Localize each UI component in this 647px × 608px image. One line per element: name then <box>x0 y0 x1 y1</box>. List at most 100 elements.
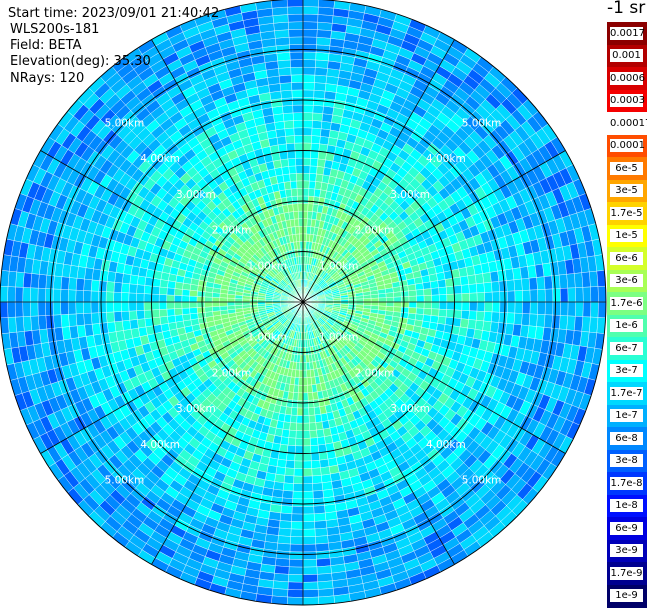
radar-gate <box>235 302 243 306</box>
radar-gate <box>167 295 175 302</box>
radar-gate <box>129 311 137 320</box>
radar-gate <box>291 67 303 75</box>
colorbar-swatch: 3e-7 <box>607 360 647 383</box>
radar-gate <box>424 289 432 296</box>
radar-gate <box>38 274 47 288</box>
radar-gate <box>364 298 372 302</box>
radar-gate <box>136 293 144 302</box>
radar-gate <box>286 136 295 144</box>
radar-gate <box>296 423 303 431</box>
radar-gate <box>401 296 409 302</box>
radar-gate <box>167 281 175 289</box>
radar-gate <box>424 295 432 302</box>
colorbar-label: 3e-8 <box>610 454 643 467</box>
colorbar-swatch: 3e-5 <box>607 180 647 203</box>
radar-gate <box>477 302 485 312</box>
radar-gate <box>30 302 38 316</box>
radar-gate <box>114 292 122 302</box>
radar-gate <box>174 295 182 302</box>
radar-gate <box>273 160 282 169</box>
radar-gate <box>296 431 303 439</box>
radar-gate <box>182 289 190 296</box>
radar-gate <box>91 291 99 302</box>
radar-gate <box>394 297 402 302</box>
radar-gate <box>560 302 568 316</box>
radar-gate <box>303 143 311 151</box>
radar-gate <box>314 90 325 98</box>
radar-gate <box>303 166 310 174</box>
radar-gate <box>299 363 303 371</box>
colorbar-swatch: 3e-8 <box>607 450 647 473</box>
radar-gate <box>490 322 499 333</box>
radar-gate <box>575 302 583 317</box>
colorbar-swatch: 0.0017 <box>607 22 647 45</box>
radar-gate <box>303 385 308 393</box>
radar-gate <box>431 288 439 296</box>
colorbar-swatch: 6e-9 <box>607 517 647 540</box>
radar-gate <box>311 136 320 144</box>
radar-gate <box>316 45 330 54</box>
radar-gate <box>45 289 53 302</box>
radar-gate <box>197 296 205 302</box>
colorbar-label: 1.7e-9 <box>610 567 643 580</box>
radar-gate <box>303 431 310 439</box>
radar-gate <box>416 296 424 302</box>
radar-gate <box>321 474 331 483</box>
radar-gate <box>98 291 106 302</box>
radar-gate <box>129 302 137 311</box>
radar-gate <box>272 106 283 115</box>
radar-gate <box>315 528 328 536</box>
radar-gate <box>282 490 293 498</box>
radar-gate <box>107 271 116 282</box>
radar-gate <box>227 298 235 302</box>
radar-gate <box>242 305 250 309</box>
radar-gate <box>276 467 286 476</box>
radar-gate <box>295 438 303 446</box>
radar-gate <box>290 181 297 189</box>
radar-gate <box>278 68 291 76</box>
radar-gate <box>197 307 205 313</box>
radar-gate <box>303 453 311 461</box>
radar-gate <box>288 158 296 166</box>
range-ring-label: 3.00km <box>390 189 430 201</box>
colorbar-label: 6e-8 <box>610 432 643 445</box>
radar-gate <box>53 289 61 302</box>
range-ring-label: 3.00km <box>176 189 216 201</box>
radar-gate <box>303 408 309 416</box>
radar-gate <box>310 166 318 174</box>
radar-gate <box>386 293 394 298</box>
radar-gate <box>303 461 312 469</box>
radar-gate <box>475 274 484 284</box>
radar-gate <box>295 226 299 234</box>
radar-gate <box>297 188 303 196</box>
radar-gate <box>277 459 286 468</box>
range-ring-label: 1.00km <box>319 332 359 344</box>
radar-gate <box>23 302 31 317</box>
radar-gate <box>446 310 454 318</box>
radar-gate <box>167 302 175 309</box>
radar-gate <box>284 475 294 483</box>
radar-gate <box>475 320 484 330</box>
radar-gate <box>205 312 213 318</box>
radar-gate <box>190 313 198 320</box>
radar-gate <box>318 581 333 590</box>
radar-gate <box>303 582 318 590</box>
colorbar-label: 3e-6 <box>610 274 643 287</box>
radar-gate <box>205 297 213 302</box>
radar-gate <box>144 302 152 310</box>
radar-gate <box>424 308 432 315</box>
radar-gate <box>303 529 315 537</box>
radar-gate <box>436 272 445 281</box>
radar-gate <box>144 285 152 294</box>
radar-gate <box>303 559 317 567</box>
radar-gate <box>30 288 38 302</box>
radar-gate <box>298 211 303 219</box>
colorbar-swatch: 1e-6 <box>607 315 647 338</box>
radar-gate <box>303 370 307 378</box>
colorbar-swatch: 6e-6 <box>607 247 647 270</box>
radar-gate <box>422 275 431 283</box>
radar-gate <box>364 302 372 306</box>
radar-gate <box>590 287 598 302</box>
radar-gate <box>424 302 432 309</box>
radar-gate <box>303 574 318 582</box>
